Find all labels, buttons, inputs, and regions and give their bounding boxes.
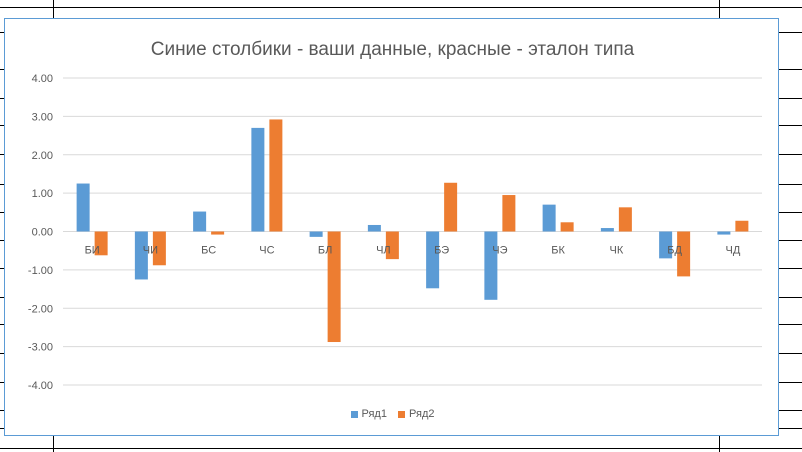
sheet-column-line: [53, 436, 54, 452]
bar-series-2-10[interactable]: [677, 231, 691, 277]
sheet-row-line: [779, 324, 802, 325]
sheet-row-line: [779, 69, 802, 70]
sheet-row-line: [0, 382, 4, 383]
sheet-row-line: [0, 212, 4, 213]
sheet-row-line: [779, 240, 802, 241]
x-category-label: ЧК: [610, 245, 624, 257]
bar-series-1-4[interactable]: [309, 231, 323, 237]
sheet-row-line: [779, 32, 802, 33]
bar-series-1-3[interactable]: [251, 127, 265, 232]
sheet-bottom-line: [0, 448, 802, 449]
sheet-row-line: [779, 154, 802, 155]
sheet-row-line: [0, 184, 4, 185]
bar-series-2-4[interactable]: [327, 231, 341, 343]
bar-series-1-8[interactable]: [542, 204, 556, 232]
sheet-row-line: [0, 98, 4, 99]
bar-series-1-6[interactable]: [426, 231, 440, 289]
sheet-column-line: [53, 0, 54, 18]
x-category-label: БК: [551, 245, 565, 257]
bar-series-2-8[interactable]: [560, 222, 574, 232]
sheet-row-line: [0, 268, 4, 269]
sheet-row-line: [0, 32, 4, 33]
x-category-label: БИ: [85, 245, 100, 257]
legend-item-series-1: Ряд1: [350, 408, 387, 420]
y-tick-label: 0.00: [32, 227, 53, 239]
legend-swatch-orange: [398, 410, 406, 418]
bar-series-1-7[interactable]: [484, 231, 498, 300]
sheet-column-line: [719, 0, 720, 18]
bar-series-1-5[interactable]: [367, 224, 381, 232]
chart-area[interactable]: Синие столбики - ваши данные, красные - …: [4, 18, 779, 436]
y-tick-label: 4.00: [32, 73, 53, 85]
y-tick-label: -1.00: [28, 265, 53, 277]
y-tick-label: -4.00: [28, 380, 53, 392]
y-tick-label: -2.00: [28, 303, 53, 315]
bar-series-2-2[interactable]: [211, 231, 225, 235]
sheet-row-line: [0, 428, 4, 429]
x-category-label: ЧД: [725, 245, 740, 257]
sheet-row-line: [779, 268, 802, 269]
y-tick-label: 3.00: [32, 111, 53, 123]
chart-title: Синие столбики - ваши данные, красные - …: [150, 39, 635, 60]
sheet-row-line: [0, 410, 4, 411]
legend-swatch-blue: [350, 410, 358, 418]
sheet-row-line: [779, 184, 802, 185]
bar-series-2-9[interactable]: [618, 207, 632, 232]
sheet-row-line: [0, 353, 4, 354]
x-category-label: ЧЭ: [492, 245, 507, 257]
bar-series-1-11[interactable]: [717, 231, 731, 235]
sheet-row-line: [0, 240, 4, 241]
y-tick-label: 1.00: [32, 188, 53, 200]
legend-item-series-2: Ряд2: [398, 408, 435, 420]
y-tick-label: 2.00: [32, 150, 53, 162]
bar-series-2-11[interactable]: [735, 220, 749, 232]
sheet-row-line: [779, 428, 802, 429]
bar-series-2-7[interactable]: [502, 195, 516, 232]
plot-area: 4.00 3.00 2.00 1.00 0.00 -1.00 -2.00 -3.00 -4.00…: [28, 73, 762, 392]
bar-series-1-10[interactable]: [659, 231, 673, 259]
sheet-border-top: [0, 7, 802, 8]
sheet-row-line: [779, 410, 802, 411]
legend-label-series-2: Ряд2: [409, 408, 435, 420]
x-category-label: БД: [667, 245, 682, 257]
bar-series-1-2[interactable]: [193, 211, 207, 232]
bar-series-1-9[interactable]: [600, 228, 614, 232]
legend-label-series-1: Ряд1: [361, 408, 387, 420]
sheet-row-line: [779, 353, 802, 354]
bar-series-2-1[interactable]: [152, 231, 166, 266]
sheet-row-line: [0, 69, 4, 70]
sheet-row-line: [779, 98, 802, 99]
sheet-row-line: [779, 382, 802, 383]
sheet-row-line: [0, 125, 4, 126]
bar-series-1-0[interactable]: [76, 183, 90, 232]
sheet-column-line: [719, 436, 720, 452]
bar-series-2-6[interactable]: [444, 182, 458, 232]
sheet-row-line: [0, 154, 4, 155]
bar-series-2-0[interactable]: [94, 231, 108, 256]
legend: Ряд1 Ряд2: [5, 408, 780, 421]
sheet-row-line: [779, 212, 802, 213]
x-category-label: ЧИ: [143, 245, 158, 257]
bar-series-2-5[interactable]: [385, 231, 399, 260]
bar-series-2-3[interactable]: [269, 119, 283, 232]
sheet-row-line: [0, 324, 4, 325]
x-category-label: БС: [201, 245, 216, 257]
x-category-label: ЧС: [259, 245, 274, 257]
sheet-row-line: [779, 297, 802, 298]
sheet-row-line: [0, 297, 4, 298]
x-category-label: БЛ: [318, 245, 332, 257]
sheet-row-line: [779, 125, 802, 126]
x-category-label: ЧЛ: [376, 245, 391, 257]
x-category-label: БЭ: [434, 245, 449, 257]
bar-series-1-1[interactable]: [134, 231, 148, 280]
y-tick-label: -3.00: [28, 342, 53, 354]
